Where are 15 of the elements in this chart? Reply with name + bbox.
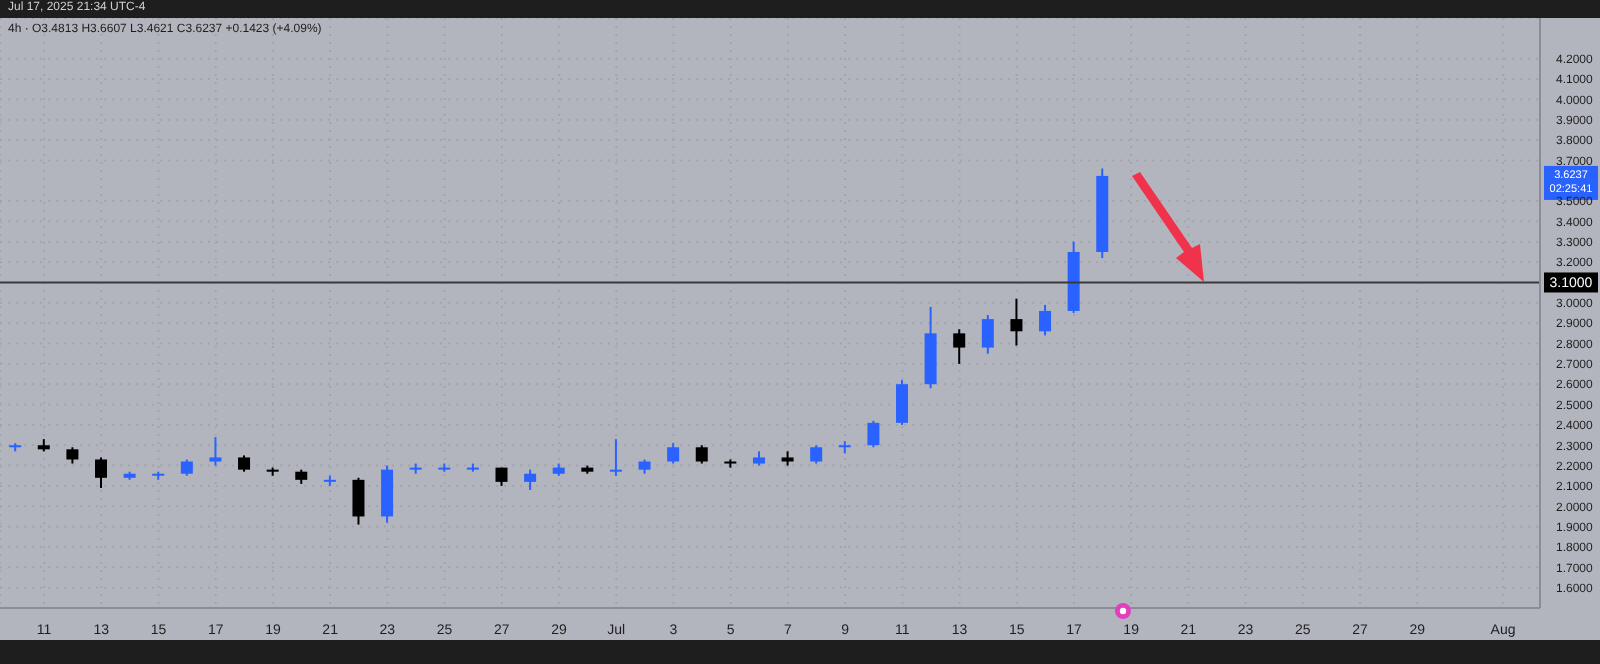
candlestick (667, 442, 680, 465)
candlestick (609, 438, 622, 477)
candlestick (1039, 303, 1052, 337)
candlestick (896, 379, 908, 426)
candlestick (352, 476, 365, 526)
candlestick (810, 444, 823, 465)
candlestick (524, 468, 537, 491)
candlestick (695, 444, 708, 465)
candlestick (953, 328, 966, 365)
candlestick (981, 314, 994, 355)
candlestick (209, 436, 222, 467)
candlestick (867, 419, 880, 449)
candlestick (381, 464, 394, 524)
candlestick (95, 456, 108, 489)
candlestick (1010, 297, 1023, 347)
